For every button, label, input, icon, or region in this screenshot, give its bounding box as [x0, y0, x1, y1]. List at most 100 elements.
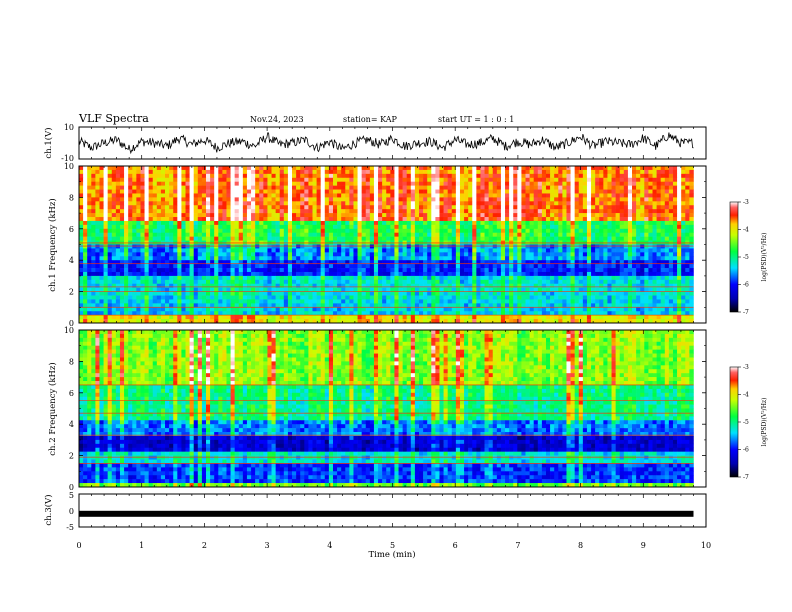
spectrogram-cell [406, 205, 412, 210]
spectrogram-cell [472, 189, 477, 194]
spectrogram-cell [537, 177, 543, 182]
spectrogram-cell [668, 166, 674, 171]
spectrogram-cell [664, 166, 670, 171]
spectrogram-cell [103, 252, 108, 257]
spectrogram-cell [521, 201, 526, 206]
spectrogram-cell [681, 291, 686, 296]
spectrogram-cell [210, 279, 215, 285]
spectrogram-cell [541, 201, 547, 206]
spectrogram-cell [300, 213, 305, 218]
spectrogram-cell [165, 244, 170, 249]
spectrogram-cell [193, 268, 199, 273]
spectrogram-cell [435, 275, 440, 281]
spectrogram-cell [345, 189, 350, 194]
spectrogram-cell [480, 220, 485, 226]
spectrogram-cell [251, 193, 256, 198]
spectrogram-cell [439, 236, 444, 241]
spectrogram-cell [234, 217, 240, 222]
spectrogram-cell [390, 209, 395, 214]
spectrogram-cell [160, 232, 166, 237]
spectrogram-cell [488, 232, 494, 237]
spectrogram-cell [443, 252, 448, 257]
spectrogram-cell [537, 287, 543, 292]
spectrogram-cell [406, 169, 412, 175]
spectrogram-cell [529, 193, 534, 198]
spectrogram-cell [316, 268, 321, 273]
spectrogram-cell [279, 205, 285, 210]
spectrogram-cell [558, 181, 563, 186]
spectrogram-cell [480, 177, 485, 182]
spectrogram-cell [275, 169, 281, 175]
spectrogram-cell [472, 252, 477, 257]
spectrogram-cell [103, 193, 108, 198]
spectrogram-cell [287, 205, 293, 210]
spectrogram-cell [332, 193, 338, 198]
spectrogram-cell [328, 264, 334, 269]
spectrogram-cell [521, 224, 526, 230]
spectrogram-cell [312, 177, 317, 182]
spectrogram-cell [169, 193, 174, 198]
spectrogram-cell [218, 256, 223, 261]
spectrogram-cell [394, 197, 399, 202]
spectrogram-cell [328, 232, 334, 237]
spectrogram-cell [287, 220, 293, 226]
spectrogram-cell [521, 181, 526, 186]
spectrogram-cell [160, 213, 166, 218]
spectrogram-cell [119, 291, 125, 296]
spectrogram-cell [341, 228, 346, 234]
spectrogram-cell [431, 217, 436, 222]
spectrogram-cell [304, 244, 309, 249]
spectrogram-cell [541, 256, 547, 261]
spectrogram-cell [603, 205, 608, 210]
spectrogram-cell [214, 169, 219, 175]
spectrogram-cell [648, 264, 653, 269]
spectrogram-cell [345, 201, 350, 206]
spectrogram-cell [373, 268, 379, 273]
spectrogram-cell [468, 264, 473, 269]
spectrogram-cell [681, 224, 686, 230]
spectrogram-cell [373, 224, 379, 230]
spectrogram-cell [681, 217, 686, 222]
spectrogram-cell [341, 189, 346, 194]
spectrogram-cell [357, 201, 362, 206]
spectrogram-cell [550, 279, 555, 285]
spectrogram-cell [402, 201, 408, 206]
spectrogram-cell [574, 232, 580, 237]
spectrogram-cell [558, 217, 563, 222]
spectrogram-cell [582, 177, 588, 182]
spectrogram-cell [263, 209, 268, 214]
spectrogram-cell [394, 244, 399, 249]
spectrogram-cell [656, 275, 661, 281]
spectrogram-cell [378, 209, 383, 214]
spectrogram-cell [193, 189, 199, 194]
spectrogram-cell [451, 197, 457, 202]
spectrogram-cell [627, 244, 633, 249]
spectrogram-cell [242, 217, 248, 222]
spectrogram-cell [124, 189, 129, 194]
spectrogram-cell [79, 268, 84, 273]
spectrogram-cell [255, 213, 260, 218]
spectrogram-cell [419, 232, 424, 237]
spectrogram-cell [185, 213, 190, 218]
spectrogram-cell [541, 220, 547, 226]
spectrogram-cell [332, 236, 338, 241]
spectrogram-cell [263, 268, 268, 273]
spectrogram-cell [459, 228, 465, 234]
spectrogram-cell [365, 252, 371, 257]
spectrogram-cell [152, 209, 158, 214]
spectrogram-cell [300, 287, 305, 292]
spectrogram-cell [279, 181, 285, 186]
spectrogram-cell [222, 228, 227, 234]
spectrogram-cell [578, 213, 584, 218]
spectrogram-cell [648, 236, 653, 241]
spectrogram-cell [660, 185, 666, 190]
spectrogram-cell [328, 209, 334, 214]
spectrogram-cell [509, 220, 514, 226]
spectrogram-cell [181, 271, 186, 277]
spectrogram-cell [361, 283, 367, 288]
spectrogram-cell [79, 173, 84, 179]
spectrogram-cell [513, 275, 518, 281]
spectrogram-cell [595, 256, 600, 261]
spectrogram-cell [570, 256, 575, 261]
spectrogram-cell [652, 181, 657, 186]
